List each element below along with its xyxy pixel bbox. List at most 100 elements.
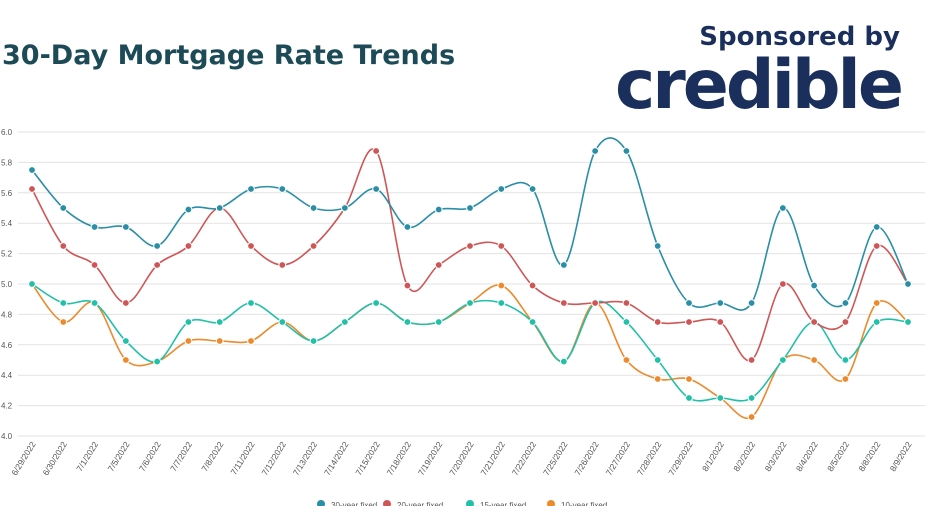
- data-point: [403, 281, 412, 290]
- data-point: [904, 280, 912, 288]
- series-30-year-fixed: [28, 137, 912, 311]
- data-point: [121, 356, 130, 364]
- data-point: [184, 318, 193, 326]
- x-tick-label: 7/14/2022: [322, 440, 351, 478]
- data-point: [653, 375, 662, 383]
- data-point: [28, 280, 36, 288]
- brand-logo: credible: [614, 46, 904, 125]
- data-point: [622, 356, 631, 364]
- data-point: [810, 356, 819, 364]
- data-point: [121, 223, 130, 231]
- data-point: [716, 299, 725, 307]
- data-point: [497, 185, 506, 193]
- x-tick-label: 7/13/2022: [291, 440, 320, 478]
- data-point: [278, 318, 287, 326]
- data-point: [309, 337, 318, 345]
- data-point: [184, 242, 193, 250]
- data-point: [466, 299, 474, 307]
- data-point: [716, 394, 725, 402]
- data-point: [685, 318, 693, 326]
- data-point: [153, 261, 162, 269]
- x-tick-label: 7/28/2022: [635, 440, 664, 478]
- data-point: [497, 281, 506, 290]
- legend-label: 30-year fixed: [331, 501, 377, 506]
- data-point: [653, 356, 662, 364]
- data-point: [528, 185, 537, 193]
- data-point: [90, 261, 99, 269]
- legend-label: 15-year fixed: [480, 501, 526, 506]
- x-tick-label: 7/6/2022: [137, 440, 163, 474]
- legend-item: 15-year fixed: [466, 500, 526, 506]
- data-point: [466, 242, 474, 250]
- x-axis-ticks: 6/29/2022 6/30/2022 7/1/2022 7/5/2022 7/6/20…: [9, 440, 914, 478]
- x-tick-label: 8/5/2022: [825, 440, 851, 474]
- data-point: [340, 318, 349, 326]
- data-point: [622, 147, 631, 155]
- data-point: [841, 318, 850, 326]
- data-point: [372, 147, 381, 155]
- data-point: [215, 204, 224, 212]
- x-tick-label: 8/9/2022: [888, 440, 914, 474]
- data-point: [434, 261, 443, 269]
- y-tick-label: 5.8: [1, 158, 13, 167]
- data-point: [841, 299, 850, 307]
- x-tick-label: 7/25/2022: [541, 440, 570, 478]
- legend-item: 20-year fixed: [383, 500, 443, 506]
- data-point: [28, 185, 36, 193]
- y-tick-label: 5.2: [1, 250, 13, 259]
- data-point: [247, 299, 255, 307]
- data-point: [591, 147, 600, 155]
- data-point: [59, 299, 68, 307]
- data-point: [247, 185, 255, 193]
- legend-label: 10-year fixed: [561, 501, 607, 506]
- x-tick-label: 7/15/2022: [353, 440, 382, 478]
- x-tick-label: 8/1/2022: [700, 440, 726, 474]
- data-point: [372, 299, 381, 307]
- legend: 30-year fixed 20-year fixed 15-year fixed 1…: [317, 500, 607, 506]
- series-lines: [28, 137, 912, 421]
- data-point: [591, 299, 600, 307]
- series-20-year-fixed: [28, 147, 912, 364]
- data-point: [747, 394, 756, 402]
- y-tick-label: 4.2: [1, 402, 13, 411]
- data-point: [215, 337, 224, 345]
- data-point: [685, 299, 693, 307]
- data-point: [434, 205, 443, 214]
- x-tick-label: 7/19/2022: [416, 440, 445, 478]
- data-point: [309, 204, 318, 212]
- series-15-year-fixed: [28, 280, 912, 402]
- data-point: [153, 242, 162, 250]
- data-point: [121, 299, 130, 307]
- data-point: [872, 223, 881, 231]
- chart-title: 30-Day Mortgage Rate Trends: [2, 40, 456, 71]
- legend-swatch: [547, 500, 555, 506]
- data-point: [28, 166, 36, 174]
- y-tick-label: 4.8: [1, 310, 13, 319]
- legend-swatch: [383, 500, 391, 506]
- data-point: [403, 223, 412, 231]
- y-tick-label: 5.4: [1, 219, 13, 228]
- y-tick-label: 6.0: [1, 128, 13, 137]
- data-point: [685, 375, 693, 383]
- data-point: [716, 318, 725, 326]
- x-tick-label: 6/29/2022: [9, 440, 38, 478]
- data-point: [215, 318, 224, 326]
- data-point: [810, 318, 819, 326]
- x-tick-label: 7/22/2022: [510, 440, 539, 478]
- x-tick-label: 7/11/2022: [229, 440, 257, 477]
- x-tick-label: 8/8/2022: [856, 440, 882, 474]
- x-tick-label: 7/21/2022: [478, 440, 507, 478]
- data-point: [121, 337, 130, 345]
- data-point: [810, 281, 819, 290]
- y-tick-label: 4.0: [1, 432, 13, 441]
- y-tick-label: 4.6: [1, 341, 13, 350]
- x-tick-label: 7/20/2022: [447, 440, 476, 478]
- y-tick-label: 5.0: [1, 280, 13, 289]
- data-point: [184, 205, 193, 214]
- data-point: [497, 299, 506, 307]
- sponsor-label: Sponsored by: [699, 22, 900, 52]
- data-point: [872, 242, 881, 250]
- x-tick-label: 7/7/2022: [168, 440, 194, 474]
- data-point: [653, 318, 662, 326]
